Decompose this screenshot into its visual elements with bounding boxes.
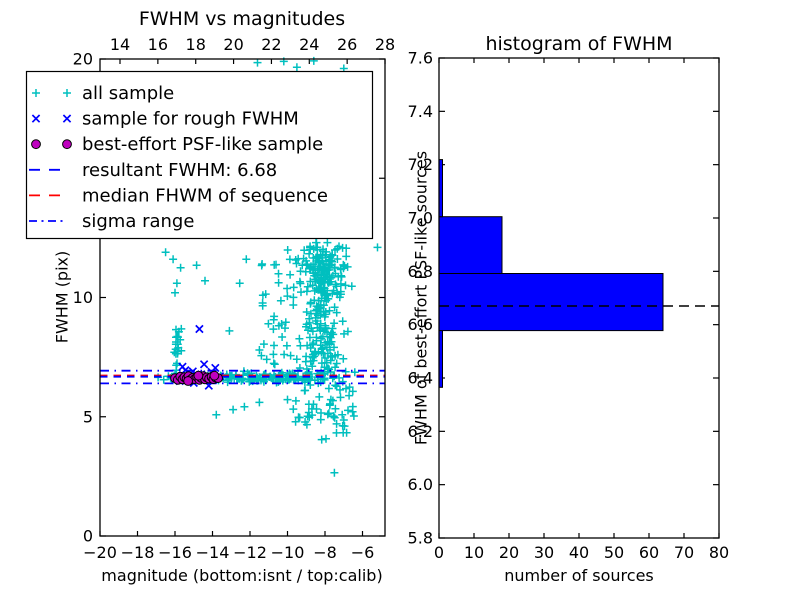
left-top-xtick-label: 24 [299, 35, 319, 54]
legend-label: sigma range [82, 211, 194, 232]
legend-item-2: best-effort PSF-like sample [31, 134, 323, 155]
left-xtick-label: −12 [233, 543, 267, 562]
right-xtick-label: 20 [499, 543, 519, 562]
left-ytick-label: 20 [73, 50, 93, 69]
legend-label: median FHWM of sequence [82, 185, 328, 206]
circle-marker-icon [31, 139, 41, 150]
right-ytick-label: 7.2 [408, 155, 433, 174]
right-ytick-label: 5.8 [408, 529, 433, 548]
left-xtick-label: −18 [121, 543, 155, 562]
left-top-xtick-label: 20 [223, 35, 243, 54]
left-plot-reference-lines [100, 369, 385, 385]
right-plot-tick-labels: 0 10 20 30 40 50 60 70 80 5.8 6.0 6.2 6.4 6.6 6.8 7.0 7.… [408, 49, 730, 563]
legend-item-4: median FHWM of sequence [29, 185, 328, 206]
plus-marker-icon [32, 89, 40, 97]
legend-item-3: resultant FWHM: 6.68 [29, 160, 277, 181]
legend-item-0: all sample [32, 83, 174, 104]
legend-item-1: sample for rough FWHM [31, 109, 299, 130]
left-xtick-label: −10 [271, 543, 305, 562]
psf-sample-point [183, 376, 194, 386]
right-ytick-label: 7.0 [408, 209, 433, 228]
right-plot-title: histogram of FWHM [485, 33, 673, 55]
left-plot: −20 −18 −16 −14 −12 −10 −8 −6 14 16 18 20 22 24 26 28 0 5… [73, 35, 396, 562]
right-ytick-label: 7.4 [408, 102, 433, 121]
right-plot-ylabel: FWHM of best-effort PSF-like sources [411, 150, 431, 446]
psf-sample-points [170, 370, 224, 386]
left-plot-tick-labels: −20 −18 −16 −14 −12 −10 −8 −6 14 16 18 20 22 24 26 28 0 5… [73, 35, 396, 562]
legend-item-5: sigma range [29, 211, 194, 232]
left-plot-title: FWHM vs magnitudes [138, 8, 346, 30]
legend-label: sample for rough FWHM [82, 109, 299, 130]
psf-sample-point [193, 370, 204, 381]
right-ytick-label: 6.2 [408, 422, 433, 441]
left-xtick-label: −20 [83, 543, 117, 562]
left-top-xtick-label: 16 [148, 35, 168, 54]
legend-label: best-effort PSF-like sample [82, 134, 323, 155]
right-xtick-label: 80 [709, 543, 729, 562]
left-xtick-label: −16 [158, 543, 192, 562]
histogram-bar [438, 216, 503, 274]
left-ytick-label: 5 [83, 407, 93, 426]
right-ytick-label: 6.0 [408, 475, 433, 494]
right-ytick-label: 7.6 [408, 49, 433, 68]
plus-marker-icon [63, 89, 71, 97]
legend: all sample sample for rough FWHM best-effo… [25, 70, 374, 240]
circle-marker-icon [62, 139, 72, 150]
legend-label: resultant FWHM: 6.68 [82, 160, 277, 181]
x-marker-icon [62, 114, 72, 123]
right-xtick-label: 40 [569, 543, 589, 562]
left-top-xtick-label: 22 [261, 35, 281, 54]
left-ytick-label: 0 [83, 527, 93, 546]
right-xtick-label: 30 [534, 543, 554, 562]
left-plot-frame [99, 58, 386, 537]
histogram-bars [438, 159, 664, 388]
right-xtick-label: 70 [674, 543, 694, 562]
right-xtick-label: 0 [434, 543, 444, 562]
right-xtick-label: 60 [639, 543, 659, 562]
right-plot: 0 10 20 30 40 50 60 70 80 5.8 6.0 6.2 6.4 6.6 6.8 7.0 7.… [408, 49, 730, 563]
left-top-xtick-label: 18 [186, 35, 206, 54]
left-ytick-label: 10 [73, 288, 93, 307]
right-ytick-label: 6.4 [408, 369, 433, 388]
left-xtick-label: −6 [351, 543, 375, 562]
left-plot-xlabel: magnitude (bottom:isnt / top:calib) [101, 566, 383, 585]
right-xtick-label: 50 [604, 543, 624, 562]
legend-box [25, 70, 374, 240]
psf-sample-point [209, 370, 220, 381]
right-plot-xlabel: number of sources [504, 566, 654, 585]
left-top-xtick-label: 28 [375, 35, 395, 54]
left-top-xtick-label: 14 [110, 35, 130, 54]
histogram-bar [438, 273, 664, 332]
right-ytick-label: 6.8 [408, 262, 433, 281]
legend-label: all sample [82, 83, 174, 104]
right-plot-frame [438, 57, 720, 539]
right-xtick-label: 10 [464, 543, 484, 562]
right-ytick-label: 6.6 [408, 315, 433, 334]
left-xtick-label: −14 [196, 543, 230, 562]
x-marker-icon [31, 114, 41, 123]
left-plot-ylabel: FWHM (pix) [52, 250, 72, 344]
left-xtick-label: −8 [313, 543, 337, 562]
left-top-xtick-label: 26 [337, 35, 357, 54]
